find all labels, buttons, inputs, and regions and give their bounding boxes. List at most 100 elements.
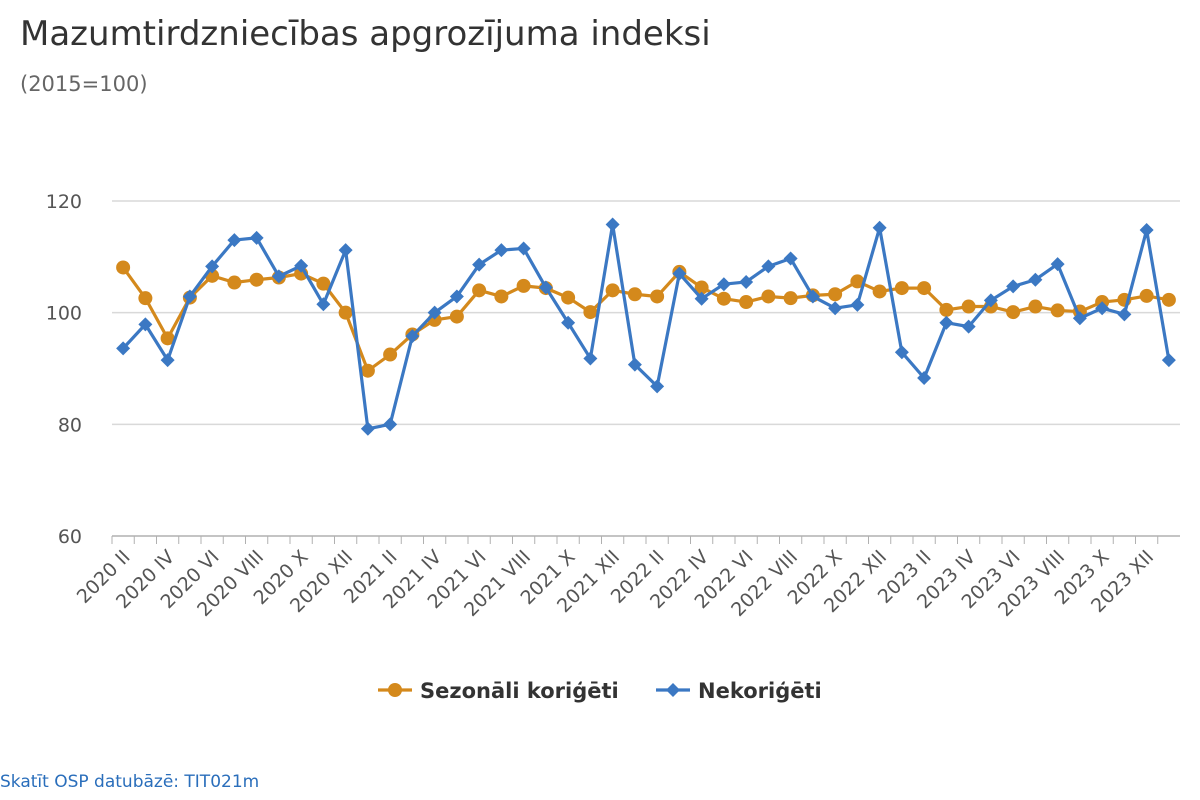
data-point bbox=[1161, 292, 1176, 307]
data-point bbox=[872, 220, 887, 235]
data-point bbox=[894, 345, 909, 360]
data-point bbox=[516, 241, 531, 256]
series-line bbox=[121, 222, 1171, 431]
data-point bbox=[894, 281, 909, 296]
data-point bbox=[694, 280, 709, 295]
data-point bbox=[739, 274, 754, 289]
data-point bbox=[472, 257, 487, 272]
data-point bbox=[1139, 223, 1154, 238]
data-point bbox=[1050, 303, 1065, 318]
data-point bbox=[761, 259, 776, 274]
data-point bbox=[783, 251, 798, 266]
y-tick-label: 60 bbox=[58, 526, 82, 548]
data-point bbox=[472, 283, 487, 298]
data-point bbox=[360, 421, 375, 436]
data-point bbox=[494, 243, 509, 258]
database-link[interactable]: Skatīt OSP datubāzē: TIT021m bbox=[0, 772, 260, 792]
legend-marker bbox=[388, 683, 402, 697]
legend[interactable]: Sezonāli koriģēti Nekoriģēti bbox=[378, 679, 822, 703]
data-point bbox=[427, 305, 442, 320]
y-axis-ticks: 60 80 100 120 bbox=[46, 191, 82, 548]
data-point bbox=[561, 290, 576, 305]
data-point bbox=[1006, 305, 1021, 320]
data-point bbox=[449, 289, 464, 304]
legend-label: Nekoriģēti bbox=[698, 679, 822, 703]
legend-label: Sezonāli koriģēti bbox=[420, 679, 619, 703]
data-point bbox=[227, 233, 242, 248]
data-point bbox=[116, 260, 131, 275]
legend-item-seasonally-adjusted[interactable]: Sezonāli koriģēti bbox=[378, 679, 619, 703]
data-point bbox=[138, 317, 153, 332]
data-point bbox=[716, 291, 731, 306]
data-point bbox=[249, 230, 264, 245]
series-layer bbox=[116, 217, 1176, 436]
legend-marker bbox=[666, 683, 680, 697]
data-point bbox=[872, 284, 887, 299]
data-point bbox=[1072, 311, 1087, 326]
data-point bbox=[1006, 279, 1021, 294]
data-point bbox=[538, 280, 553, 295]
data-point bbox=[672, 266, 687, 281]
data-point bbox=[805, 289, 820, 304]
data-point bbox=[850, 274, 865, 289]
data-point bbox=[316, 276, 331, 291]
data-point bbox=[338, 243, 353, 258]
data-point bbox=[160, 331, 175, 346]
data-point bbox=[160, 353, 175, 368]
data-point bbox=[294, 258, 309, 273]
chart-subtitle: (2015=100) bbox=[20, 72, 148, 96]
data-point bbox=[650, 289, 665, 304]
data-point bbox=[449, 309, 464, 324]
data-point bbox=[1095, 301, 1110, 316]
data-point bbox=[605, 283, 620, 298]
data-point bbox=[583, 351, 598, 366]
data-point bbox=[383, 347, 398, 362]
data-point bbox=[383, 417, 398, 432]
data-point bbox=[1139, 288, 1154, 303]
gridlines bbox=[112, 200, 1180, 537]
data-point bbox=[850, 297, 865, 312]
chart-title: Mazumtirdzniecības apgrozījuma indeksi bbox=[20, 14, 711, 54]
y-tick-label: 120 bbox=[46, 191, 82, 213]
data-point bbox=[360, 363, 375, 378]
data-point bbox=[828, 301, 843, 316]
data-point bbox=[694, 291, 709, 306]
data-point bbox=[583, 305, 598, 320]
data-point bbox=[961, 319, 976, 334]
data-point bbox=[249, 272, 264, 287]
data-point bbox=[961, 299, 976, 314]
data-point bbox=[1028, 272, 1043, 287]
data-point bbox=[227, 275, 242, 290]
data-point bbox=[516, 278, 531, 293]
data-point bbox=[271, 269, 286, 284]
data-point bbox=[116, 341, 131, 356]
y-tick-label: 80 bbox=[58, 414, 82, 436]
data-point bbox=[650, 379, 665, 394]
data-point bbox=[627, 287, 642, 302]
data-point bbox=[605, 217, 620, 232]
data-point bbox=[405, 329, 420, 344]
data-point bbox=[182, 289, 197, 304]
data-point bbox=[939, 315, 954, 330]
data-point bbox=[494, 289, 509, 304]
data-point bbox=[205, 259, 220, 274]
data-point bbox=[939, 302, 954, 317]
y-tick-label: 100 bbox=[46, 303, 82, 325]
data-point bbox=[316, 297, 331, 312]
data-point bbox=[1117, 307, 1132, 322]
data-point bbox=[739, 295, 754, 310]
data-point bbox=[627, 357, 642, 372]
data-point bbox=[1028, 299, 1043, 314]
data-point bbox=[561, 315, 576, 330]
data-point bbox=[138, 291, 153, 306]
data-point bbox=[917, 370, 932, 385]
data-point bbox=[338, 305, 353, 320]
data-point bbox=[783, 291, 798, 306]
data-point bbox=[716, 277, 731, 292]
data-point bbox=[828, 287, 843, 302]
legend-item-unadjusted[interactable]: Nekoriģēti bbox=[656, 679, 822, 703]
data-point bbox=[983, 293, 998, 308]
data-point bbox=[1050, 257, 1065, 272]
data-point bbox=[917, 281, 932, 296]
